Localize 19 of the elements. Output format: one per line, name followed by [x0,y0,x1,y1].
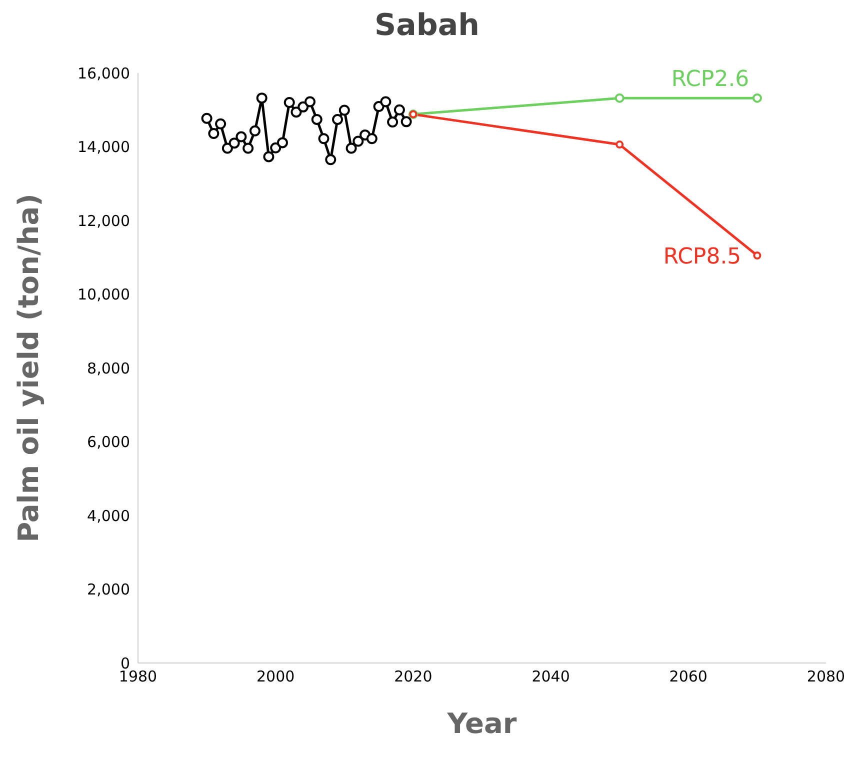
y-tick-label: 4,000 [87,506,130,525]
y-tick-label: 10,000 [78,286,130,304]
y-tick-label: 2,000 [87,580,130,599]
series-label: RCP8.5 [663,244,742,270]
y-tick-label: 6,000 [87,433,130,452]
chart-title: Sabah [374,8,480,43]
x-tick-label: 2000 [256,668,295,686]
x-tick-label: 2080 [806,668,846,686]
x-tick-label: 2060 [669,668,708,686]
y-tick-label: 8,000 [87,359,130,378]
x-tick-label: 2020 [394,668,432,686]
y-tick-label: 14,000 [78,138,130,156]
series-label: RCP2.6 [671,67,750,92]
y-tick-label: 12,000 [78,212,130,230]
x-tick-label: 2040 [532,668,570,686]
x-axis-title: Year [446,707,517,740]
y-axis-title: Palm oil yield (ton/ha) [12,194,45,542]
y-tick-label: 16,000 [78,64,130,82]
x-tick-label: 1980 [118,668,158,686]
